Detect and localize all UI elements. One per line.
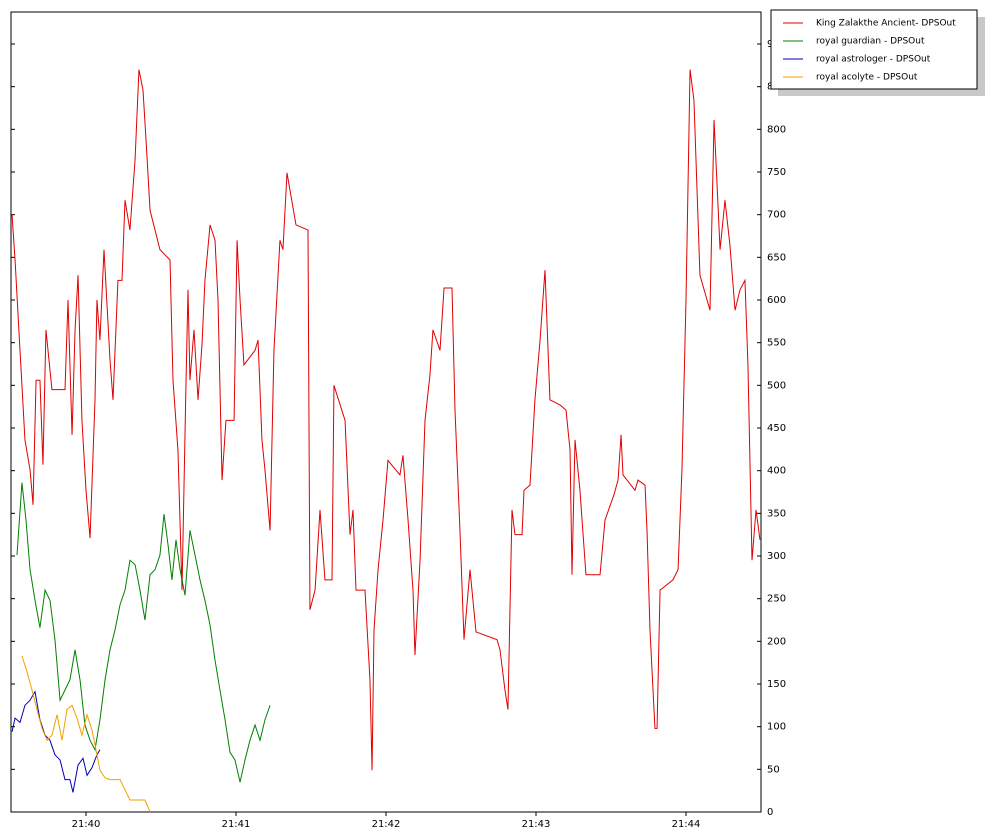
x-tick-label: 21:41	[222, 819, 251, 830]
legend: King Zalakthe Ancient- DPSOut royal guard…	[770, 9, 985, 96]
line-series	[21, 655, 151, 813]
y-tick-label: 150	[767, 679, 786, 690]
y-tick-label: 350	[767, 508, 786, 519]
y-tick-label: 250	[767, 594, 786, 605]
y-tick-label: 550	[767, 338, 786, 349]
y-tick-label: 650	[767, 252, 786, 263]
y-tick-label: 300	[767, 551, 786, 562]
y-tick-label: 50	[767, 764, 780, 775]
legend-label: royal guardian - DPSOut	[816, 37, 925, 47]
x-tick-label: 21:44	[672, 819, 701, 830]
legend-box	[770, 9, 978, 90]
line-series	[16, 482, 271, 783]
x-tick-label: 21:42	[372, 819, 401, 830]
y-tick-label: 800	[767, 124, 786, 135]
plot-area	[10, 11, 762, 813]
y-tick-label: 100	[767, 722, 786, 733]
y-tick-label: 200	[767, 636, 786, 647]
y-tick-label: 450	[767, 423, 786, 434]
y-tick-label: 400	[767, 466, 786, 477]
x-tick-label: 21:40	[72, 819, 101, 830]
y-tick-label: 0	[767, 807, 773, 818]
line-series	[11, 690, 101, 793]
legend-label: royal astrologer - DPSOut	[816, 55, 931, 65]
legend-label: King Zalakthe Ancient- DPSOut	[816, 19, 956, 29]
y-tick-label: 500	[767, 380, 786, 391]
x-tick-label: 21:43	[522, 819, 551, 830]
y-tick-label: 750	[767, 167, 786, 178]
y-tick-label: 600	[767, 295, 786, 306]
line-series	[11, 69, 761, 771]
legend-label: royal acolyte - DPSOut	[816, 73, 918, 83]
y-tick-label: 700	[767, 210, 786, 221]
